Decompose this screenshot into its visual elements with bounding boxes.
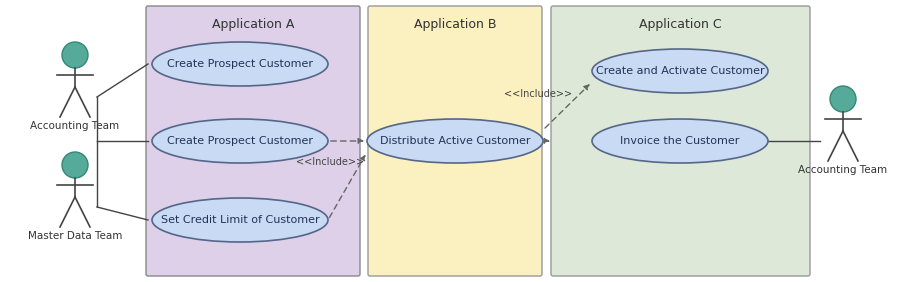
Text: Master Data Team: Master Data Team <box>28 231 122 241</box>
Ellipse shape <box>367 119 543 163</box>
Ellipse shape <box>62 42 88 68</box>
FancyBboxPatch shape <box>368 6 542 276</box>
Ellipse shape <box>152 198 328 242</box>
Ellipse shape <box>152 119 328 163</box>
Text: <<Include>>: <<Include>> <box>504 89 572 99</box>
Text: Invoice the Customer: Invoice the Customer <box>620 136 739 146</box>
Text: Application A: Application A <box>212 18 294 31</box>
Text: Application B: Application B <box>414 18 496 31</box>
Text: Distribute Active Customer: Distribute Active Customer <box>380 136 530 146</box>
Text: Application C: Application C <box>639 18 722 31</box>
Ellipse shape <box>152 42 328 86</box>
Ellipse shape <box>592 119 768 163</box>
FancyBboxPatch shape <box>551 6 810 276</box>
FancyBboxPatch shape <box>146 6 360 276</box>
Text: Create Prospect Customer: Create Prospect Customer <box>167 136 313 146</box>
Text: Create and Activate Customer: Create and Activate Customer <box>595 66 765 76</box>
Ellipse shape <box>62 152 88 178</box>
Text: Accounting Team: Accounting Team <box>31 121 119 131</box>
Text: <<Include>>: <<Include>> <box>296 157 364 167</box>
Text: Create Prospect Customer: Create Prospect Customer <box>167 59 313 69</box>
Text: Accounting Team: Accounting Team <box>798 165 888 175</box>
Text: Set Credit Limit of Customer: Set Credit Limit of Customer <box>161 215 319 225</box>
Ellipse shape <box>592 49 768 93</box>
Ellipse shape <box>830 86 856 112</box>
